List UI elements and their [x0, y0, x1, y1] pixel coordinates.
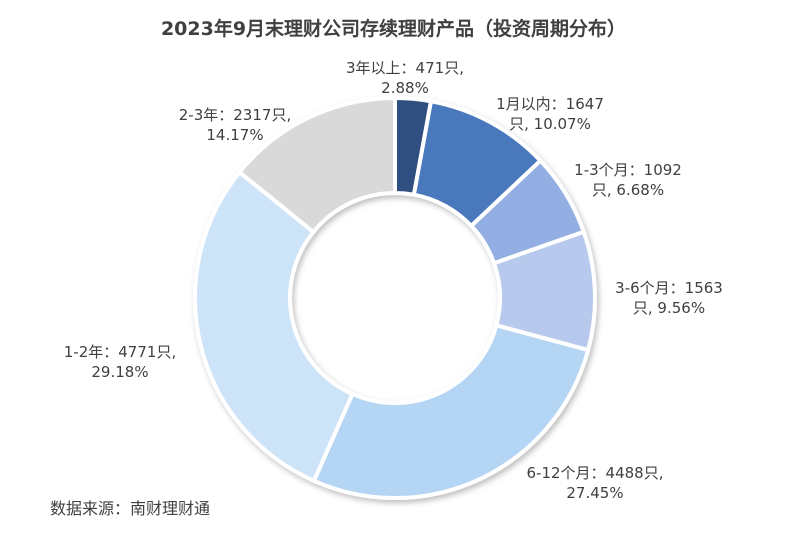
slice-label-3: 3-6个月：1563 只, 9.56% [615, 279, 723, 317]
chart-title: 2023年9月末理财公司存续理财产品（投资周期分布） [160, 18, 627, 40]
slice-label-1: 1月以内：1647 只, 10.07% [496, 95, 604, 133]
slice-label-4: 6-12个月：4488只, 27.45% [526, 464, 664, 502]
slice-label-6: 2-3年：2317只, 14.17% [178, 106, 292, 144]
slice-4 [311, 322, 591, 500]
slice-label-2: 1-3个月：1092 只, 6.68% [574, 161, 682, 199]
slice-6 [236, 95, 397, 235]
slice-label-5: 1-2年：4771只, 29.18% [63, 343, 177, 381]
source-note: 数据来源：南财理财通 [50, 499, 211, 518]
slice-5 [193, 169, 356, 484]
slice-label-0: 3年以上：471只, 2.88% [346, 59, 464, 97]
